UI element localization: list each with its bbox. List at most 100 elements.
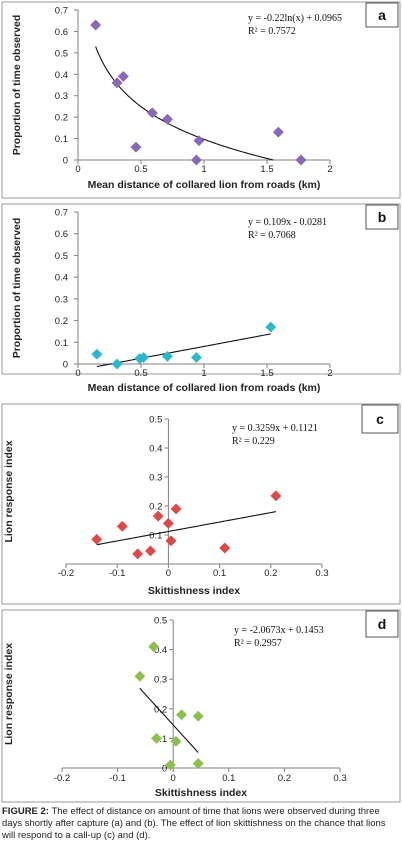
x-tick-label-c-5: 0.3 [315,568,328,579]
trend-equation-a: y = -0.22ln(x) + 0.0965 [248,13,342,24]
x-axis-title-b: Mean distance of collared lion from road… [88,382,321,394]
y-tick-label-b-3: 0.3 [55,294,68,305]
data-point-c-8 [219,542,231,554]
x-tick-label-b-2: 1 [201,368,206,379]
x-tick-label-d-1: -0.1 [109,773,125,784]
y-tick-label-c-3: 0.4 [149,444,162,455]
x-axis-title-a: Mean distance of collared lion from road… [88,179,321,191]
y-tick-label-b-4: 0.4 [55,273,68,284]
data-point-b-6 [265,321,277,333]
trend-equation-c: y = 0.3259x + 0.1121 [232,423,318,434]
x-axis-title-d: Skittishness index [155,787,247,799]
data-point-a-3 [130,141,142,153]
y-tick-label-d-0: 0 [162,764,167,775]
data-point-d-2 [150,732,163,744]
x-tick-label-c-1: -0.1 [109,568,125,579]
y-tick-label-a-1: 0.1 [55,134,68,145]
chart-panel-c: -0.2 -0.1 0 0.1 0.2 0.3 0.1 0.2 0.3 0.4 0.5 Skittis… [1,403,401,605]
trendline-b [96,333,271,368]
r-squared-a: R² = 0.7572 [248,26,296,37]
x-tick-label-b-4: 2 [327,368,332,379]
chart-panel-b: 0 0.5 1 1.5 2 0 0.1 0.2 0.3 0.4 0.5 0.6 0.7 Mean dist… [1,203,401,394]
y-tick-label-a-4: 0.4 [55,70,68,81]
data-point-a-6 [190,154,202,166]
trend-equation-b: y = 0.109x - 0.0281 [248,217,327,228]
x-tick-label-c-0: -0.2 [58,568,74,579]
y-tick-label-d-4: 0.4 [154,645,167,656]
y-tick-label-d-2: 0.2 [154,704,167,715]
x-tick-label-d-3: 0.1 [222,773,235,784]
data-point-d-1 [148,641,160,653]
x-tick-label-d-5: 0.3 [333,773,346,784]
y-tick-label-a-0: 0 [63,156,68,167]
y-tick-label-a-5: 0.5 [55,48,68,59]
y-axis-title-a: Proportion of time observed [11,15,23,156]
panel-letter-c: c [376,411,384,427]
y-tick-label-a-3: 0.3 [55,91,68,102]
y-tick-label-b-5: 0.5 [55,251,68,262]
x-tick-label-d-4: 0.2 [278,773,291,784]
data-point-c-4 [152,510,164,522]
x-tick-label-b-3: 1.5 [260,368,273,379]
data-point-d-6 [192,710,204,722]
data-point-c-3 [144,545,157,557]
panel-border-a [1,1,401,199]
x-tick-label-a-0: 0 [75,164,80,175]
panel-letter-box-b [365,204,399,230]
x-tick-label-c-4: 0.2 [264,568,277,579]
caption-label: FIGURE 2: [2,806,49,817]
y-axis-title-d: Lion response index [3,643,15,745]
y-tick-label-b-7: 0.7 [55,208,68,219]
x-tick-label-b-0: 0 [75,368,80,379]
chart-panel-d: -0.2-0.100.10.20.300.10.20.30.40.5Skitti… [1,609,401,803]
trend-equation-d: y = -2.0673x + 0.1453 [234,625,324,636]
data-point-c-9 [270,490,282,502]
y-tick-label-c-2: 0.3 [149,473,162,484]
figure-caption: FIGURE 2: The effect of distance on amou… [2,806,401,842]
data-point-a-2 [117,70,129,82]
y-tick-label-b-1: 0.1 [55,338,68,349]
y-tick-label-a-2: 0.2 [55,113,68,124]
data-point-a-0 [90,19,102,31]
y-tick-label-c-4: 0.5 [149,415,162,426]
panel-letter-b: b [378,209,387,225]
data-point-c-1 [116,520,128,532]
x-tick-label-c-2: 0 [166,568,171,579]
data-point-c-0 [91,533,103,545]
y-tick-label-a-7: 0.7 [55,6,68,17]
data-point-d-7 [192,758,204,770]
data-point-b-0 [91,348,103,360]
x-tick-label-b-1: 0.5 [134,368,147,379]
panel-letter-box-d [365,610,399,638]
y-tick-label-d-3: 0.3 [154,675,167,686]
x-tick-label-a-3: 1.5 [260,164,273,175]
y-tick-label-b-6: 0.6 [55,229,68,240]
data-point-c-5 [162,517,174,529]
x-tick-label-a-4: 2 [327,164,332,175]
x-tick-label-c-3: 0.1 [213,568,226,579]
data-point-b-4 [161,350,174,362]
r-squared-c: R² = 0.229 [232,436,275,447]
trendline-c [96,511,277,546]
data-point-d-4 [170,735,182,747]
panel-border-d [1,609,401,803]
data-point-a-8 [272,126,284,138]
y-tick-label-a-6: 0.6 [55,27,68,38]
data-point-d-5 [175,709,188,721]
y-axis-title-c: Lion response index [3,440,15,542]
y-tick-label-b-2: 0.2 [55,316,68,327]
x-axis-title-c: Skittishness index [148,585,240,597]
data-point-a-9 [295,154,307,166]
panel-border-b [1,203,401,375]
trendline-d [139,687,199,753]
x-tick-label-a-2: 1 [201,164,206,175]
data-point-a-4 [146,107,158,119]
r-squared-b: R² = 0.7068 [248,230,296,241]
y-axis-title-b: Proportion of time observed [11,218,23,359]
caption-text: The effect of distance on amount of time… [2,806,386,841]
data-point-a-5 [161,113,174,125]
r-squared-d: R² = 0.2957 [234,638,282,649]
data-point-c-7 [170,503,182,515]
y-tick-label-b-0: 0 [63,360,68,371]
